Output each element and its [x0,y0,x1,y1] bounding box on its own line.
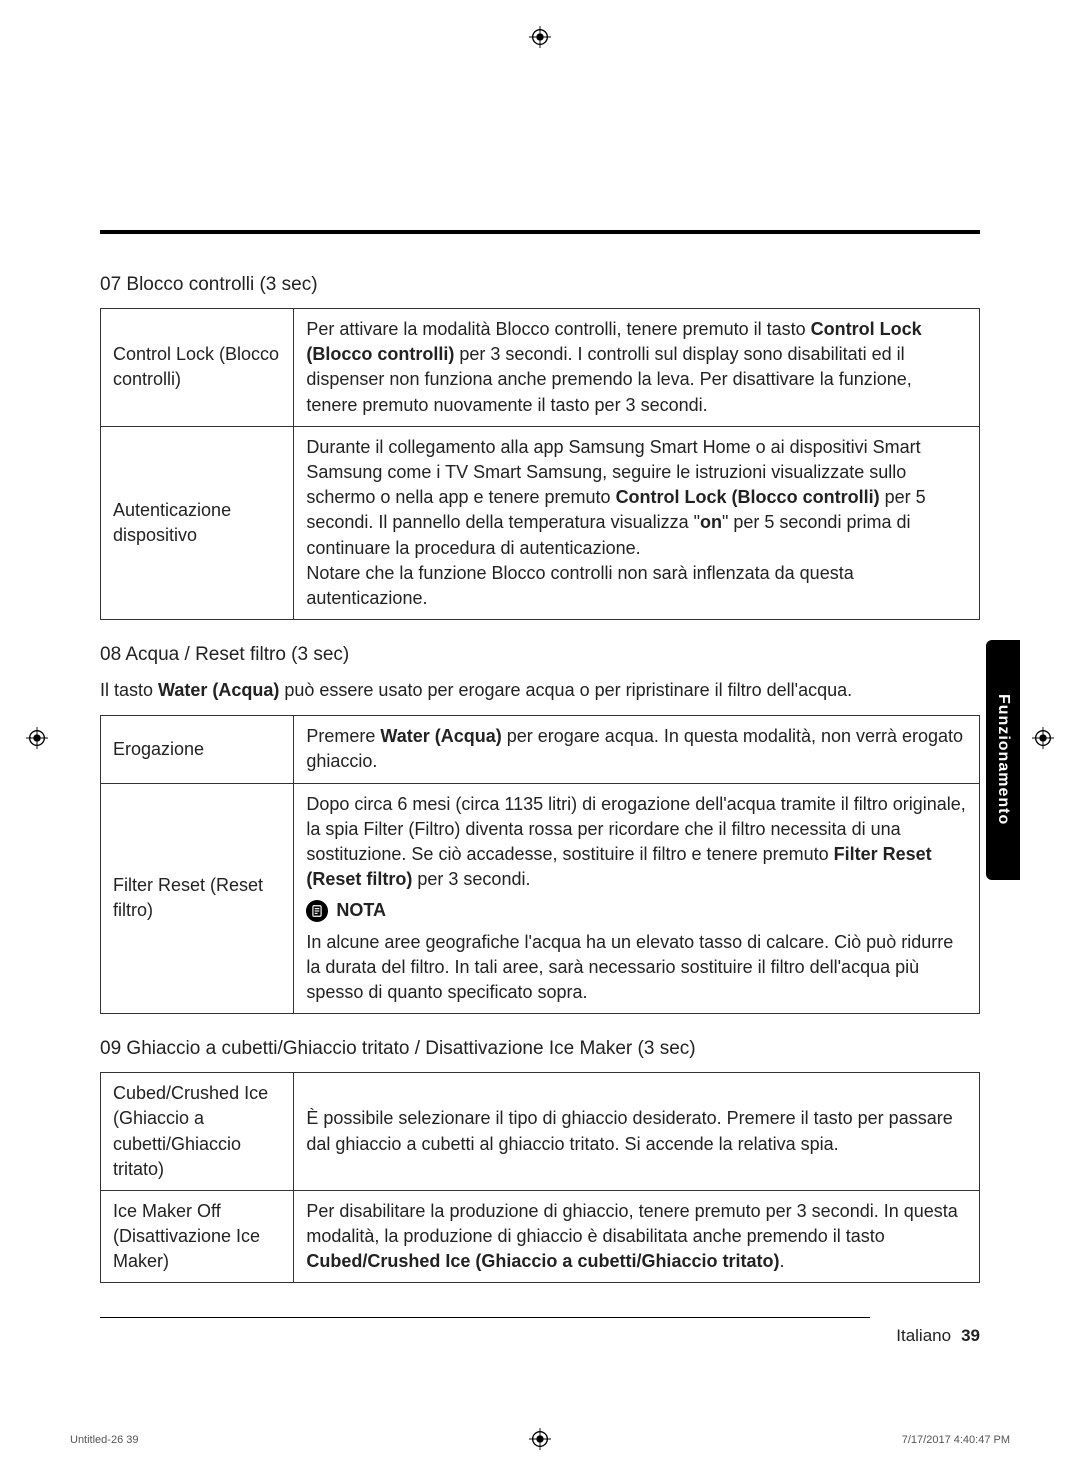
top-rule [100,230,980,234]
section-heading-08: 08 Acqua / Reset filtro (3 sec) [100,644,980,666]
table-07: Control Lock (Blocco controlli) Per atti… [100,308,980,620]
table-09: Cubed/Crushed Ice (Ghiaccio a cubetti/Gh… [100,1072,980,1283]
page-footer: Italiano 39 [896,1326,980,1346]
cell-label: Ice Maker Off (Disattivazione Ice Maker) [101,1190,294,1283]
cell-body: È possibile selezionare il tipo di ghiac… [294,1073,980,1191]
cell-body: Premere Water (Acqua) per erogare acqua.… [294,716,980,783]
registration-mark-icon [529,26,551,48]
cell-label: Control Lock (Blocco controlli) [101,309,294,427]
table-row: Control Lock (Blocco controlli) Per atti… [101,309,980,427]
cell-body: Per attivare la modalità Blocco controll… [294,309,980,427]
registration-mark-icon [1032,727,1054,749]
side-tab-label: Funzionamento [994,694,1012,825]
note-icon [306,900,328,922]
cell-label: Erogazione [101,716,294,783]
cell-body: Per disabilitare la produzione di ghiacc… [294,1190,980,1283]
print-footer-right: 7/17/2017 4:40:47 PM [902,1434,1010,1446]
table-row: Erogazione Premere Water (Acqua) per ero… [101,716,980,783]
footer-rule [100,1317,870,1318]
cell-body: Durante il collegamento alla app Samsung… [294,426,980,619]
cell-label: Filter Reset (Reset filtro) [101,783,294,1014]
table-row: Autenticazione dispositivo Durante il co… [101,426,980,619]
registration-mark-icon [26,727,48,749]
nota-row: NOTA [306,898,967,923]
side-tab: Funzionamento [986,640,1020,880]
section-intro-08: Il tasto Water (Acqua) può essere usato … [100,678,980,703]
page-content: 07 Blocco controlli (3 sec) Control Lock… [100,230,980,1283]
table-row: Ice Maker Off (Disattivazione Ice Maker)… [101,1190,980,1283]
print-footer: Untitled-26 39 7/17/2017 4:40:47 PM [70,1434,1010,1446]
nota-label: NOTA [336,898,386,923]
cell-label: Cubed/Crushed Ice (Ghiaccio a cubetti/Gh… [101,1073,294,1191]
cell-body: Dopo circa 6 mesi (circa 1135 litri) di … [294,783,980,1014]
cell-body-top: Dopo circa 6 mesi (circa 1135 litri) di … [306,792,967,893]
section-heading-09: 09 Ghiaccio a cubetti/Ghiaccio tritato /… [100,1038,980,1060]
section-heading-07: 07 Blocco controlli (3 sec) [100,274,980,296]
print-footer-left: Untitled-26 39 [70,1434,139,1446]
table-row: Cubed/Crushed Ice (Ghiaccio a cubetti/Gh… [101,1073,980,1191]
table-row: Filter Reset (Reset filtro) Dopo circa 6… [101,783,980,1014]
cell-body-bottom: In alcune aree geografiche l'acqua ha un… [306,930,967,1006]
footer-page-number: 39 [961,1326,980,1346]
footer-lang: Italiano [896,1326,951,1346]
cell-label: Autenticazione dispositivo [101,426,294,619]
table-08: Erogazione Premere Water (Acqua) per ero… [100,715,980,1014]
